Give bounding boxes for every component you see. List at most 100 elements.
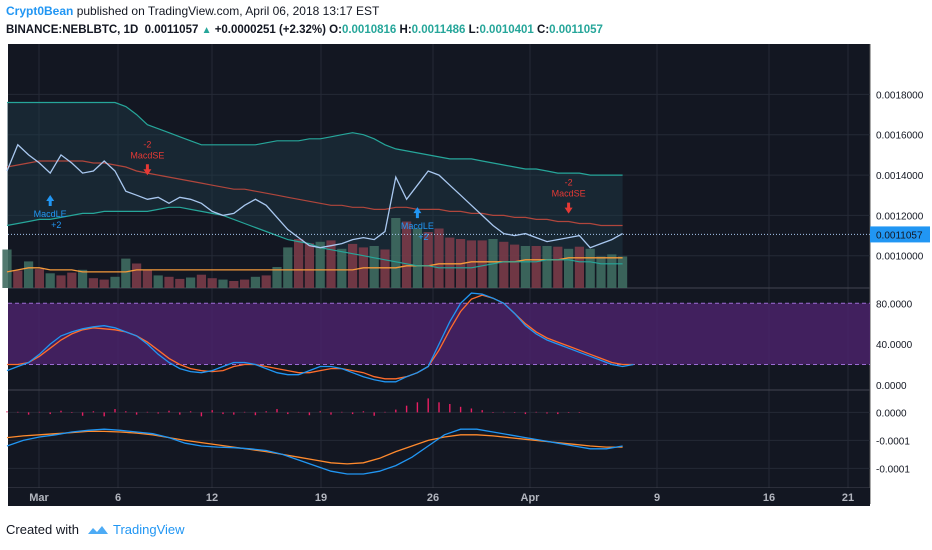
price-axis-background	[870, 44, 930, 504]
last-price: 0.0011057	[144, 24, 199, 36]
volume-bar	[337, 248, 347, 288]
volume-bar	[326, 240, 336, 288]
volume-bar	[283, 247, 293, 288]
volume-bar	[218, 279, 228, 288]
volume-bar	[142, 269, 152, 288]
volume-bar	[34, 269, 44, 288]
upper-band-line	[7, 101, 623, 176]
lower-band-line	[6, 206, 623, 269]
volume-bar	[553, 246, 563, 288]
volume-bar	[585, 248, 595, 288]
time-axis-background	[8, 488, 870, 506]
author-link[interactable]: Crypt0Bean	[6, 4, 74, 18]
time-axis-tick: 21	[842, 492, 854, 504]
short-signal-arrow-icon	[143, 164, 152, 176]
created-with-text: Created with	[6, 522, 79, 537]
chart-canvas[interactable]: 0.0018000 0.0016000 0.0014000 0.0012000 0.00…	[0, 44, 932, 514]
volume-bar	[186, 277, 196, 288]
volume-bar	[121, 258, 131, 288]
time-axis-tick: 19	[315, 492, 327, 504]
volume-bar	[445, 237, 455, 288]
long-signal-arrow-icon	[46, 195, 55, 207]
volume-bar	[56, 275, 66, 288]
publish-text: published on TradingView.com, April 06, …	[76, 4, 380, 18]
short-signal-label: MacdSE	[552, 189, 586, 199]
time-axis-tick: 26	[427, 492, 439, 504]
macd-line	[6, 428, 623, 475]
price-axis-tick: 0.0016000	[876, 131, 924, 142]
volume-bar	[24, 261, 34, 288]
time-axis-tick: 6	[115, 492, 121, 504]
volume-bar	[67, 272, 77, 288]
volume-bar	[45, 273, 55, 288]
volume-bar	[78, 269, 88, 288]
open-label: O:	[329, 24, 342, 36]
time-axis-tick: Apr	[521, 492, 541, 504]
volume-bar	[175, 278, 185, 288]
macd-axis-tick: 0.0000	[876, 408, 907, 419]
close-value: 0.0011057	[549, 24, 603, 36]
macd-axis-tick: -0.0001	[876, 464, 910, 475]
time-axis-tick: 9	[654, 492, 660, 504]
symbol-label: BINANCE:NEBLBTC, 1D	[6, 24, 139, 36]
long-signal-arrow-icon	[413, 207, 422, 219]
volume-bar	[607, 254, 617, 288]
short-signal-qty: -2	[565, 178, 573, 188]
open-value: 0.0010816	[341, 24, 397, 36]
volume-bar	[596, 256, 606, 288]
price-axis-tick: 0.0018000	[876, 90, 924, 101]
volume-bar	[110, 276, 120, 288]
middle-band-line	[6, 160, 623, 227]
volume-bar	[196, 274, 206, 288]
volume-bar	[412, 228, 422, 288]
volume-bar	[164, 276, 174, 288]
footer: Created with TradingView	[6, 522, 185, 537]
stoch-k-line	[6, 292, 634, 383]
volume-bar	[542, 246, 552, 288]
volume-bar	[402, 221, 412, 288]
stoch-axis-tick: 0.0000	[876, 381, 907, 392]
volume-bar	[510, 244, 520, 288]
volume-bar	[618, 256, 628, 288]
short-signal-arrow-icon	[564, 202, 573, 214]
long-signal-label: MacdLE	[34, 209, 67, 219]
stoch-d-line	[7, 294, 634, 380]
volume-bar	[348, 243, 358, 288]
volume-bar	[13, 270, 23, 288]
price-axis-tick: 0.0012000	[876, 211, 924, 222]
volume-bar	[466, 240, 476, 288]
close-label: C:	[537, 24, 550, 36]
volume-bar	[294, 239, 304, 288]
volume-bar	[207, 278, 217, 288]
volume-bar	[391, 218, 401, 288]
volume-bar	[477, 240, 487, 288]
price-axis-tick: 0.0014000	[876, 171, 924, 182]
volume-bar	[369, 246, 379, 288]
current-price-tag	[870, 226, 930, 243]
volume-bar	[229, 281, 239, 288]
low-value: 0.0010401	[479, 24, 534, 36]
tradingview-brand[interactable]: TradingView	[112, 522, 185, 537]
short-signal-label: MacdSE	[130, 150, 164, 160]
volume-bar	[250, 276, 260, 288]
time-axis-tick: 12	[206, 492, 218, 504]
volume-bar	[2, 249, 12, 288]
price-line	[6, 143, 623, 249]
stoch-axis-tick: 40.0000	[876, 340, 913, 351]
tradingview-logo[interactable]: TradingView	[87, 522, 185, 537]
volume-bar	[240, 279, 250, 288]
volume-bar	[574, 246, 584, 288]
volume-bar	[380, 249, 390, 288]
long-signal-label: MacdLE	[401, 221, 434, 231]
high-value: 0.0011486	[411, 24, 466, 36]
volume-bar	[304, 243, 314, 288]
volume-bar	[132, 263, 142, 288]
short-signal-qty: -2	[143, 139, 151, 149]
macd-signal-line	[6, 430, 623, 465]
high-label: H:	[399, 24, 412, 36]
time-axis-tick: 16	[763, 492, 775, 504]
bollinger-band-fill	[7, 102, 623, 268]
stoch-band-fill	[8, 303, 870, 365]
long-signal-qty: +2	[51, 220, 61, 230]
volume-bar	[315, 241, 325, 288]
